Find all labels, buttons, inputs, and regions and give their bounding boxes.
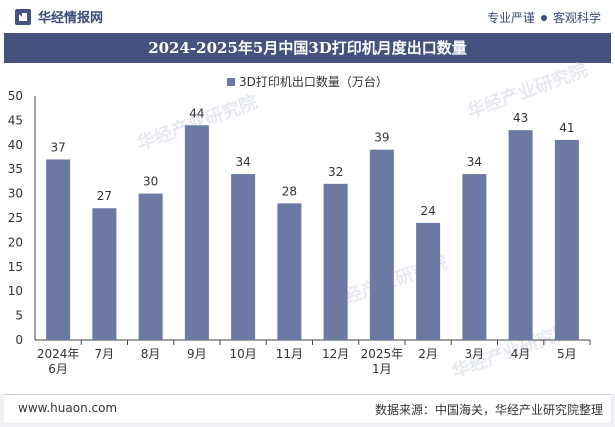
x-tick-label: 4月 (511, 347, 531, 361)
x-tick-label: 1月 (372, 362, 392, 376)
brand-name: 华经情报网 (38, 11, 104, 26)
x-tick-label: 2025年 (361, 347, 404, 361)
bar (277, 203, 302, 340)
bar (231, 174, 256, 340)
footer-source: 数据来源：中国海关，华经产业研究院整理 (374, 403, 603, 417)
tagline: 专业严谨 客观科学 (487, 9, 601, 26)
x-tick-label: 2月 (418, 347, 438, 361)
tagline-left: 专业严谨 (486, 11, 535, 25)
bar (92, 208, 117, 340)
bar (462, 174, 487, 340)
chart-title: 2024-2025年5月中国3D打印机月度出口数量 (4, 33, 611, 63)
footer-url[interactable]: www.huaon.com (18, 401, 118, 415)
bar (416, 222, 441, 340)
y-tick-label: 50 (8, 89, 23, 103)
x-tick-label: 10月 (229, 347, 256, 361)
data-label: 27 (97, 189, 112, 203)
data-label: 43 (513, 111, 528, 125)
huajing-logo-icon (14, 8, 32, 26)
legend: 3D打印机出口数量（万台） (0, 73, 615, 90)
y-tick-label: 15 (8, 260, 23, 274)
bar (369, 149, 394, 340)
tagline-right: 客观科学 (552, 11, 601, 25)
y-tick-label: 5 (15, 309, 23, 323)
data-label: 34 (467, 155, 482, 169)
bar (554, 139, 579, 340)
bar (508, 130, 533, 340)
y-tick-label: 10 (8, 284, 23, 298)
bar (323, 183, 348, 340)
data-label: 44 (189, 106, 204, 120)
bar (184, 125, 209, 340)
tagline-dot-icon (540, 14, 547, 21)
data-label: 34 (235, 155, 250, 169)
x-tick-label: 5月 (557, 347, 577, 361)
y-tick-label: 20 (8, 235, 23, 249)
x-tick-label: 11月 (276, 347, 303, 361)
data-label: 28 (282, 184, 297, 198)
y-tick-label: 0 (15, 333, 23, 347)
x-tick-label: 12月 (322, 347, 349, 361)
x-tick-label: 6月 (48, 362, 68, 376)
y-tick-label: 35 (8, 162, 23, 176)
legend-label: 3D打印机出口数量（万台） (239, 75, 388, 89)
brand[interactable]: 华经情报网 (14, 7, 103, 26)
bar-chart: 华经产业研究院华经产业研究院华经产业研究院华经产业研究院051015202530… (8, 59, 591, 383)
x-tick-label: 8月 (141, 347, 161, 361)
data-label: 37 (50, 140, 65, 154)
y-tick-label: 40 (8, 138, 23, 152)
top-bar: 华经情报网 专业严谨 客观科学 (0, 0, 615, 32)
bar (138, 193, 163, 340)
bar (46, 159, 71, 340)
footer: www.huaon.com 数据来源：中国海关，华经产业研究院整理 (4, 394, 611, 423)
x-tick-label: 2024年 (37, 347, 80, 361)
x-tick-label: 3月 (465, 347, 485, 361)
y-tick-label: 25 (8, 211, 23, 225)
legend-swatch (227, 78, 236, 86)
data-label: 24 (420, 204, 435, 218)
y-tick-label: 30 (8, 187, 23, 201)
data-label: 39 (374, 131, 389, 145)
data-label: 30 (143, 175, 158, 189)
x-tick-label: 9月 (187, 347, 207, 361)
x-tick-label: 7月 (95, 347, 115, 361)
data-label: 41 (559, 121, 574, 135)
y-tick-label: 45 (8, 113, 23, 127)
data-label: 32 (328, 165, 343, 179)
